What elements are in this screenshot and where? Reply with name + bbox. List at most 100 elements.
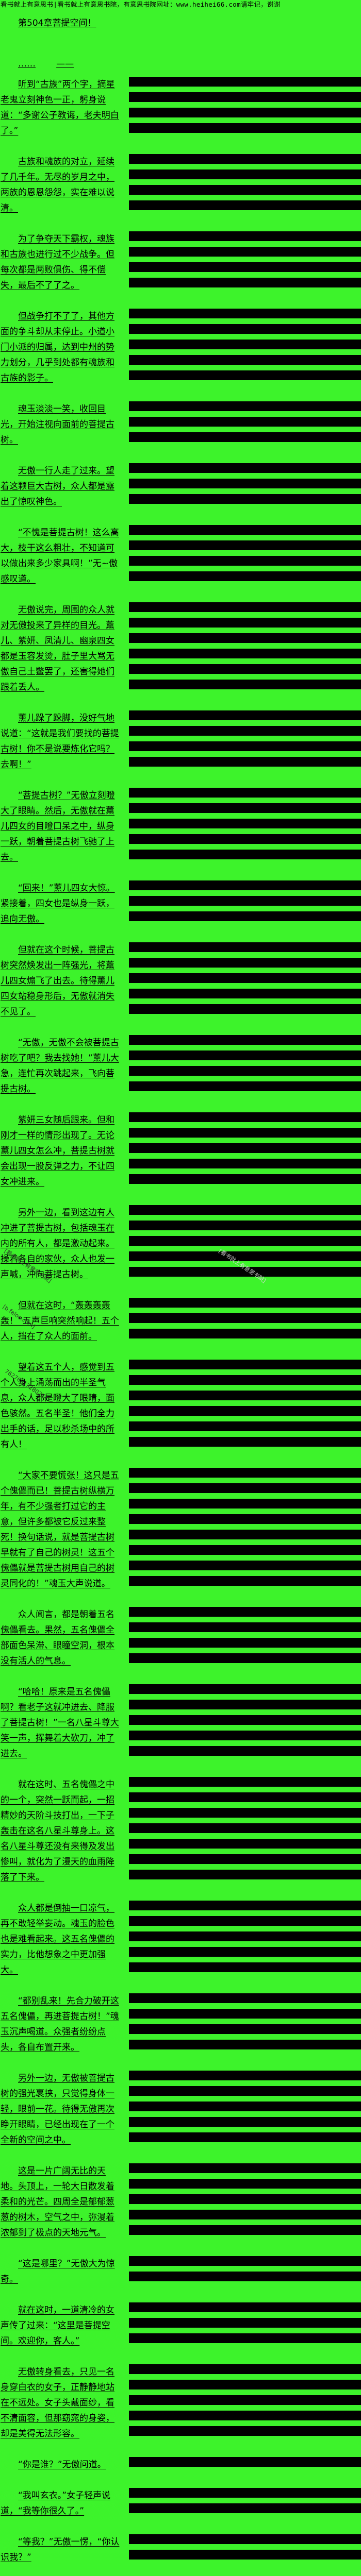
paragraph: “这是哪里？”无傲大为惊奇。: [1, 2259, 115, 2284]
redaction-bar: [129, 1653, 361, 1663]
redaction-bar: [129, 1205, 361, 1215]
redaction-bar: [129, 463, 361, 473]
paragraph: “菩提古树？”无傲立刻瞪大了眼睛。然后，无傲就在薰儿四女的目瞪口呆之中，纵身一跃…: [1, 790, 115, 862]
redaction-bar-group: [129, 463, 361, 525]
redaction-bar: [129, 834, 361, 844]
redaction-bar-group: [129, 2364, 361, 2457]
redaction-bar: [129, 819, 361, 828]
redaction-bar: [129, 1035, 361, 1045]
redaction-bar-group: [129, 401, 361, 463]
paragraph: 就在这时，一道清冷的女声传了过来：“这里是菩提空间。欢迎你，客人。”: [1, 2305, 114, 2346]
redaction-bar: [129, 664, 361, 674]
redaction-bar: [129, 2364, 361, 2374]
redaction-bar: [129, 2256, 361, 2266]
redaction-bar: [129, 741, 361, 751]
redaction-bar-group: [129, 2071, 361, 2163]
redaction-bar-group: [129, 788, 361, 880]
redaction-bar: [129, 170, 361, 179]
redaction-bar: [129, 340, 361, 349]
redaction-bar: [129, 200, 361, 210]
redaction-bar: [129, 479, 361, 488]
redaction-bar: [129, 1715, 361, 1725]
redaction-bar: [129, 92, 361, 102]
redaction-bar: [129, 1561, 361, 1570]
redaction-bar: [129, 726, 361, 736]
redaction-bar: [129, 417, 361, 427]
redaction-bar: [129, 2102, 361, 2111]
paragraph: “回来！”薰儿四女大惊。紧接着，四女也是纵身一跃，追向无傲。: [1, 883, 115, 924]
redaction-bar-group: [129, 231, 361, 309]
paragraph: 众人闻言，都是朝着五名傀儡看去。果然，五名傀儡全部面色呆滞、眼瞳空洞，根本没有活…: [1, 1609, 114, 1666]
redaction-bar: [129, 602, 361, 612]
paragraph: “无傲，无傲不会被菩提古树吃了吧？我去找她！”薰儿大急，连忙再次跳起来，飞向菩提…: [1, 1038, 119, 1094]
redaction-bar: [129, 1530, 361, 1539]
redaction-bar: [129, 1700, 361, 1709]
redaction-bar: [129, 1638, 361, 1648]
redaction-bar: [129, 958, 361, 968]
paragraph: 紫妍三女随后跟来。但和刚才一样的情形出现了。无论薰儿四女怎么冲，菩提古树就会出现…: [1, 1115, 114, 1187]
redaction-bar: [129, 2550, 361, 2560]
chapter-header: 第504章菩提空间！: [0, 17, 361, 29]
redaction-bar: [129, 1947, 361, 1957]
redaction-bar: [129, 185, 361, 195]
redaction-bar-group: [129, 880, 361, 942]
redaction-bar: [129, 2210, 361, 2219]
redaction-bar: [129, 1468, 361, 1478]
redaction-bar-group: [129, 1901, 361, 1993]
redaction-bar: [129, 1576, 361, 1586]
paragraph: 无傲说完，周围的众人就对无傲投来了异样的目光。薰儿、紫妍、凤清儿、幽泉四女都是玉…: [1, 605, 114, 692]
redaction-bar: [129, 540, 361, 550]
redaction-bar-group: [129, 1684, 361, 1777]
redaction-bar: [129, 1174, 361, 1184]
redaction-bar: [129, 262, 361, 272]
redaction-bar: [129, 1267, 361, 1277]
redaction-bar-group: [129, 525, 361, 602]
redaction-bar-group: [129, 2457, 361, 2488]
paragraph: 这是一片广阔无比的天地。头顶上，一轮大日散发着柔和的光芒。四周全是郁郁葱葱的树木…: [1, 2166, 114, 2238]
redaction-bar-column: [129, 77, 361, 2576]
redaction-bar-group: [129, 1205, 361, 1298]
redaction-bar: [129, 401, 361, 411]
redaction-bar: [129, 1777, 361, 1787]
redaction-bar: [129, 1298, 361, 1308]
redaction-bar: [129, 77, 361, 87]
paragraph: 就在这时、五名傀儡之中的一个，突然一跃而起，一招精妙的天阶斗技打出，一下子轰击在…: [1, 1780, 114, 1883]
redaction-bar: [129, 2179, 361, 2189]
redaction-bar-group: [129, 309, 361, 401]
paragraph: “哈哈！原来是五名傀儡啊？看老子这就冲进去、降服了菩提古树！”一名八星斗尊大笑一…: [1, 1687, 119, 1759]
redaction-bar: [129, 2457, 361, 2467]
redaction-bar: [129, 1360, 361, 1369]
paragraph: 听到“古族”两个字，摘星老鬼立刻神色一正，躬身说道：“多谢公子教诲，老夫明白了。…: [1, 79, 119, 136]
redaction-bar: [129, 2071, 361, 2080]
redaction-bar: [129, 1004, 361, 1014]
site-banner-top: 看书就上有意思书|看书就上有意思书院，有意思书院网址：www.heihei66.…: [1, 1, 281, 8]
redaction-bar: [129, 1251, 361, 1261]
redaction-bar: [129, 2411, 361, 2420]
redaction-bar-group: [129, 2534, 361, 2576]
redaction-bar: [129, 1545, 361, 1555]
redaction-bar: [129, 633, 361, 643]
redaction-bar: [129, 1823, 361, 1833]
redaction-bar: [129, 2395, 361, 2405]
redaction-bar: [129, 324, 361, 334]
redaction-bar-group: [129, 942, 361, 1035]
redaction-bar: [129, 1159, 361, 1168]
redaction-bar: [129, 123, 361, 133]
redaction-bar-group: [129, 2302, 361, 2364]
redaction-bar: [129, 247, 361, 257]
redaction-bar: [129, 556, 361, 566]
redaction-bar: [129, 2163, 361, 2173]
redaction-bar: [129, 1112, 361, 1122]
paragraph: 古族和魂族的对立，延续了几千年。无尽的岁月之中，两族的恩恩怨怨，实在难以说清。: [1, 157, 114, 213]
redaction-bar: [129, 1607, 361, 1617]
redaction-bar-group: [129, 1993, 361, 2071]
redaction-bar: [129, 2009, 361, 2019]
redaction-bar-group: [129, 77, 361, 154]
paragraph: “大家不要慌张！这只是五个傀儡而已！菩提古树纵横万年，有不少强者打过它的主意，但…: [1, 1470, 119, 1589]
redaction-bar: [129, 2503, 361, 2513]
redaction-bar: [129, 803, 361, 813]
paragraph: 为了争夺天下霸权，魂族和古族也进行过不少战争。但每次都是两败俱伤、得不偿失，最后…: [1, 234, 114, 291]
redaction-bar: [129, 2302, 361, 2312]
redaction-bar: [129, 370, 361, 380]
paragraph: 但就在这个时候，菩提古树突然焕发出一阵强光，将薰儿四女煽飞了出去。待得薰儿四女站…: [1, 945, 114, 1017]
